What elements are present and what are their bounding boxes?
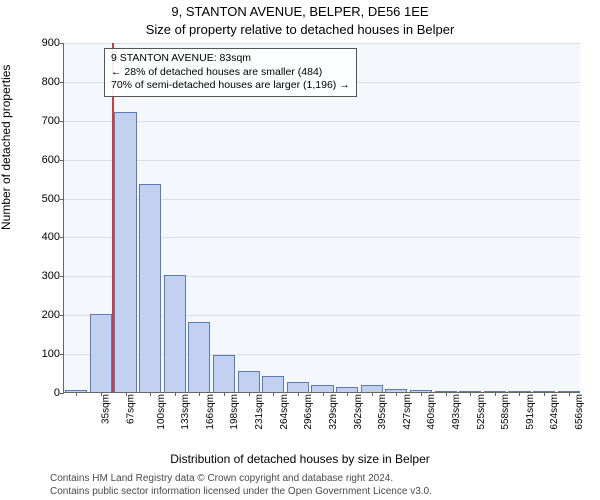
x-tick xyxy=(323,392,324,396)
y-tick xyxy=(60,82,64,83)
x-tick xyxy=(76,392,77,396)
bar xyxy=(213,355,235,392)
annotation-line: 9 STANTON AVENUE: 83sqm xyxy=(111,52,350,66)
x-tick-label: 198sqm xyxy=(229,394,240,430)
annotation-line: 70% of semi-detached houses are larger (… xyxy=(111,79,350,93)
bar xyxy=(311,385,333,392)
bar xyxy=(262,376,284,392)
x-tick xyxy=(150,392,151,396)
footer-line1: Contains HM Land Registry data © Crown c… xyxy=(50,472,432,485)
y-tick-label: 600 xyxy=(42,154,60,166)
x-tick-label: 100sqm xyxy=(156,394,167,430)
y-tick-label: 800 xyxy=(42,76,60,88)
y-tick-label: 300 xyxy=(42,270,60,282)
y-tick xyxy=(60,315,64,316)
bar xyxy=(361,385,383,392)
x-tick xyxy=(101,392,102,396)
x-tick-label: 656sqm xyxy=(574,394,585,430)
x-tick-label: 493sqm xyxy=(451,394,462,430)
x-tick-label: 166sqm xyxy=(205,394,216,430)
x-tick-label: 35sqm xyxy=(101,394,112,424)
footer-line2: Contains public sector information licen… xyxy=(50,485,432,498)
gridline xyxy=(64,121,580,122)
y-tick-label: 500 xyxy=(42,193,60,205)
x-tick xyxy=(519,392,520,396)
x-tick-label: 296sqm xyxy=(303,394,314,430)
x-tick-label: 427sqm xyxy=(402,394,413,430)
x-tick-label: 558sqm xyxy=(500,394,511,430)
x-tick xyxy=(470,392,471,396)
y-axis-label: Number of detached properties xyxy=(0,65,13,230)
bar xyxy=(164,275,186,392)
x-tick xyxy=(569,392,570,396)
y-tick xyxy=(60,354,64,355)
x-tick-label: 460sqm xyxy=(426,394,437,430)
x-tick xyxy=(224,392,225,396)
x-tick-label: 264sqm xyxy=(279,394,290,430)
bar xyxy=(287,382,309,392)
bar xyxy=(90,314,112,392)
y-tick xyxy=(60,199,64,200)
bar xyxy=(114,112,136,392)
x-tick xyxy=(446,392,447,396)
bar xyxy=(139,184,161,392)
gridline xyxy=(64,43,580,44)
x-tick xyxy=(544,392,545,396)
y-tick xyxy=(60,43,64,44)
y-tick xyxy=(60,276,64,277)
x-tick xyxy=(495,392,496,396)
x-tick-label: 525sqm xyxy=(476,394,487,430)
chart-title-line1: 9, STANTON AVENUE, BELPER, DE56 1EE xyxy=(0,4,600,19)
y-tick-label: 900 xyxy=(42,37,60,49)
y-tick xyxy=(60,393,64,394)
x-tick-label: 133sqm xyxy=(180,394,191,430)
x-tick xyxy=(199,392,200,396)
chart-footer: Contains HM Land Registry data © Crown c… xyxy=(50,472,432,498)
y-tick-label: 0 xyxy=(54,387,60,399)
x-tick xyxy=(273,392,274,396)
annotation-box: 9 STANTON AVENUE: 83sqm← 28% of detached… xyxy=(104,48,357,97)
y-tick xyxy=(60,121,64,122)
x-tick-label: 362sqm xyxy=(353,394,364,430)
y-tick-label: 700 xyxy=(42,115,60,127)
x-tick xyxy=(126,392,127,396)
bar xyxy=(238,371,260,392)
x-axis-label: Distribution of detached houses by size … xyxy=(0,452,600,466)
x-tick-label: 231sqm xyxy=(254,394,265,430)
y-tick xyxy=(60,160,64,161)
x-tick xyxy=(347,392,348,396)
annotation-line: ← 28% of detached houses are smaller (48… xyxy=(111,66,350,80)
x-tick xyxy=(175,392,176,396)
y-tick xyxy=(60,237,64,238)
chart-title-line2: Size of property relative to detached ho… xyxy=(0,22,600,37)
x-tick-label: 67sqm xyxy=(125,394,136,424)
x-tick-label: 329sqm xyxy=(328,394,339,430)
x-tick xyxy=(421,392,422,396)
y-tick-label: 200 xyxy=(42,309,60,321)
x-tick-label: 624sqm xyxy=(550,394,561,430)
y-tick-label: 100 xyxy=(42,348,60,360)
x-tick xyxy=(396,392,397,396)
x-tick-label: 395sqm xyxy=(377,394,388,430)
y-tick-label: 400 xyxy=(42,231,60,243)
x-tick xyxy=(249,392,250,396)
x-tick xyxy=(372,392,373,396)
bar xyxy=(188,322,210,392)
gridline xyxy=(64,160,580,161)
chart-plot-area: 010020030040050060070080090035sqm67sqm10… xyxy=(63,43,580,393)
x-tick xyxy=(298,392,299,396)
x-tick-label: 591sqm xyxy=(525,394,536,430)
